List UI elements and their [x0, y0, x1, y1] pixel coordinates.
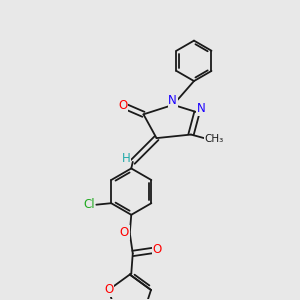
Text: CH₃: CH₃: [205, 134, 224, 144]
Text: O: O: [152, 243, 162, 256]
Text: O: O: [120, 226, 129, 239]
Text: O: O: [118, 99, 127, 112]
Text: N: N: [168, 94, 177, 107]
Text: Cl: Cl: [83, 198, 95, 211]
Text: N: N: [197, 102, 206, 115]
Text: H: H: [122, 152, 130, 165]
Text: O: O: [104, 283, 113, 296]
